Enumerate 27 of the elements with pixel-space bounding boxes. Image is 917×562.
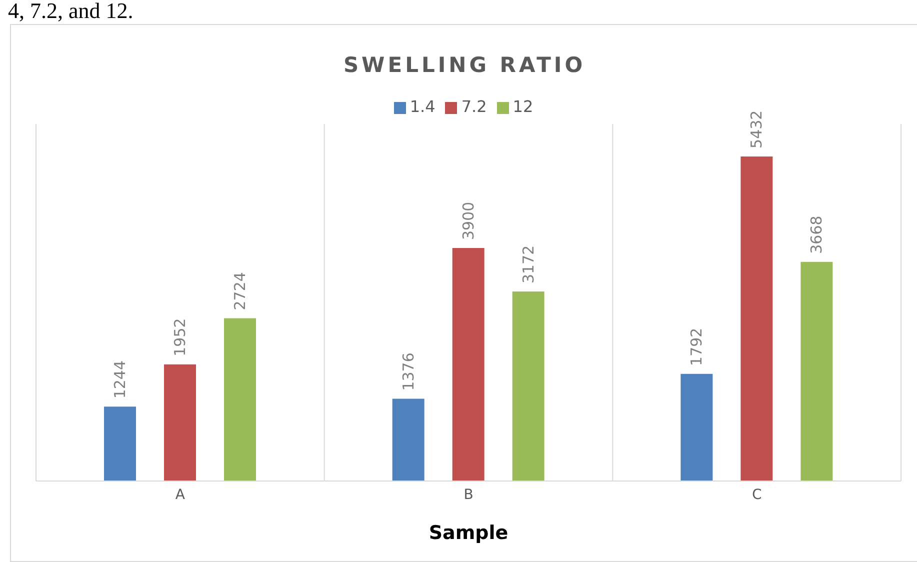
data-label: 1244 xyxy=(111,360,129,399)
chart-title: SWELLING RATIO xyxy=(342,53,587,77)
bar xyxy=(680,374,713,481)
bar xyxy=(800,262,833,481)
bar xyxy=(740,156,773,481)
x-tick-label: B xyxy=(464,486,474,503)
legend-label: 7.2 xyxy=(461,97,487,116)
x-tick-label: C xyxy=(752,486,762,503)
data-label: 1376 xyxy=(399,352,418,391)
data-label: 5432 xyxy=(748,110,766,148)
bar xyxy=(392,398,424,481)
bar xyxy=(224,318,256,481)
x-axis-title: Sample xyxy=(428,522,508,544)
data-label: 3900 xyxy=(459,202,478,240)
bar xyxy=(164,364,196,481)
data-label: 2724 xyxy=(231,272,249,310)
text: 4, 7.2, and 12. xyxy=(8,0,134,23)
bar xyxy=(512,291,544,481)
data-label: 1952 xyxy=(171,318,189,356)
legend-label: 1.4 xyxy=(410,97,436,116)
bar xyxy=(452,248,484,481)
data-label: 1792 xyxy=(688,328,706,366)
bar xyxy=(104,406,136,481)
data-label: 3172 xyxy=(519,245,538,284)
x-tick-label: A xyxy=(175,486,186,503)
legend-label: 12 xyxy=(512,97,534,116)
data-label: 3668 xyxy=(808,216,826,254)
